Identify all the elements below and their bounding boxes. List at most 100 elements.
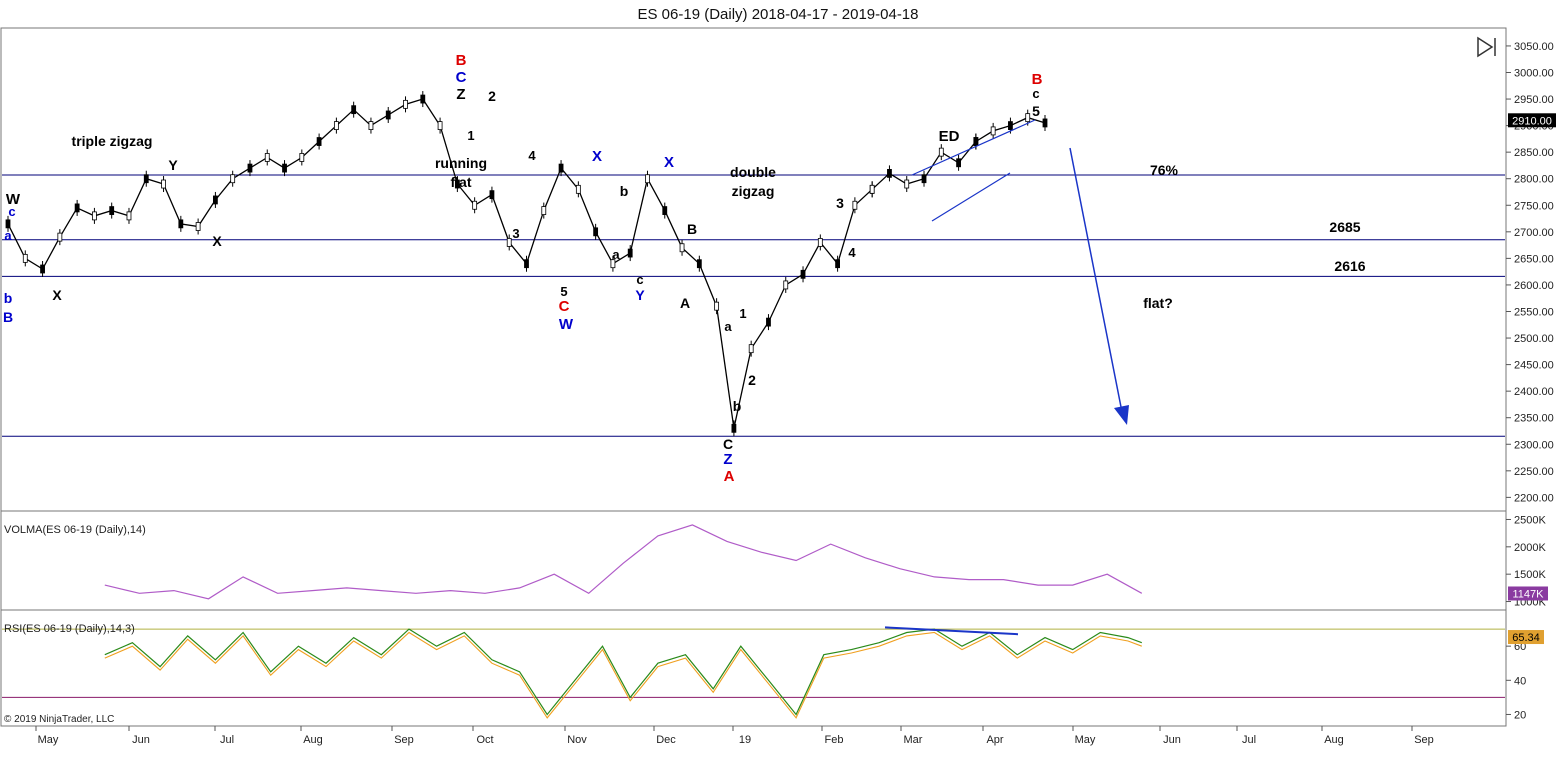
- x-tick-label: Aug: [1324, 734, 1344, 746]
- wave-label: b: [733, 398, 742, 414]
- price-tick-label: 2650.00: [1514, 253, 1554, 265]
- wave-label: running: [435, 155, 487, 171]
- scroll-to-end-icon[interactable]: [1477, 36, 1496, 58]
- wave-label: X: [664, 154, 674, 171]
- last-price-badge-bg: [1508, 113, 1556, 128]
- wave-label: W: [559, 316, 574, 333]
- wave-label: c: [1032, 86, 1039, 101]
- x-tick-label: Jun: [132, 734, 150, 746]
- volma-tick-label: 2000K: [1514, 542, 1546, 554]
- price-candle-body: [333, 121, 339, 130]
- volma-line: [104, 524, 1143, 600]
- wave-label: 4: [848, 245, 856, 260]
- wave-label: X: [212, 233, 222, 249]
- wave-label: 1: [467, 128, 474, 143]
- price-candle-body: [264, 153, 270, 162]
- wave-label: 4: [528, 148, 536, 163]
- price-candle-body: [5, 219, 11, 229]
- price-axis: 2200.00 2250.00 2300.00 2350.00 2400.00 2450.…: [1506, 41, 1554, 504]
- price-candle-body: [437, 121, 443, 130]
- price-tick-label: 2800.00: [1514, 174, 1554, 186]
- price-candle-body: [126, 211, 132, 221]
- price-candle-body: [74, 203, 80, 213]
- copyright-text: © 2019 NinjaTrader, LLC: [4, 714, 114, 725]
- price-candle-body: [869, 184, 875, 194]
- wave-label: A: [724, 468, 735, 485]
- wave-label: C: [456, 69, 467, 86]
- wave-label: B: [3, 309, 13, 325]
- price-tick-label: 2600.00: [1514, 280, 1554, 292]
- price-candle-body: [990, 126, 996, 136]
- wave-label: zigzag: [732, 183, 775, 199]
- wave-label: B: [456, 52, 467, 69]
- volma-last-value: 1147K: [1513, 588, 1545, 600]
- wave-label: B: [687, 221, 697, 237]
- rsi-signal-line: [104, 631, 1142, 719]
- wave-label: 2: [748, 372, 756, 388]
- wave-label: 2: [488, 88, 496, 104]
- price-candle-body: [247, 163, 253, 173]
- price-candle-body: [472, 200, 478, 210]
- wave-label: C: [559, 298, 570, 315]
- wave-label: triple zigzag: [72, 133, 153, 149]
- price-tick-label: 2750.00: [1514, 200, 1554, 212]
- price-candle-body: [109, 206, 115, 215]
- x-tick-label: 19: [739, 734, 751, 746]
- rsi-last-badge: 65.34: [1508, 630, 1544, 645]
- price-candle-body: [489, 190, 495, 200]
- price-candle-body: [783, 280, 789, 290]
- wave-label: a: [724, 319, 732, 334]
- rsi-axis: 20 40 60: [1506, 641, 1526, 721]
- wave-label: 2616: [1334, 258, 1365, 274]
- price-panel-frame: [0, 27, 1507, 512]
- rsi-tick-label: 20: [1514, 709, 1526, 721]
- price-candle-body: [696, 259, 702, 269]
- rsi-tick-label: 60: [1514, 641, 1526, 653]
- x-tick-label: Jul: [220, 734, 234, 746]
- x-tick-label: Oct: [476, 734, 493, 746]
- wave-label: b: [4, 290, 13, 306]
- price-candle-body: [541, 206, 547, 215]
- wave-label: X: [592, 148, 602, 165]
- wave-label: 5: [560, 284, 567, 299]
- x-tick-label: Aug: [303, 734, 323, 746]
- wave-label: W: [6, 191, 21, 208]
- projection-arrow-head: [1114, 405, 1129, 425]
- price-candle-body: [938, 147, 944, 157]
- price-candle-body: [161, 179, 166, 189]
- rsi-badge-bg: [1508, 630, 1544, 645]
- price-tick-label: 2950.00: [1514, 94, 1554, 106]
- price-candle-body: [299, 153, 305, 162]
- last-price-value: 2910.00: [1512, 115, 1552, 127]
- price-candle-body: [679, 243, 685, 253]
- wave-label: A: [680, 295, 690, 311]
- price-series: [5, 91, 1048, 437]
- price-candle-body: [230, 174, 236, 184]
- x-tick-label: Apr: [986, 734, 1003, 746]
- wave-label: 3: [836, 195, 844, 211]
- price-candle-body: [22, 253, 28, 263]
- x-tick-label: Jun: [1163, 734, 1181, 746]
- price-tick-label: 2450.00: [1514, 360, 1554, 372]
- price-candle-body: [40, 264, 45, 274]
- wedge-lower-line: [931, 172, 1011, 222]
- rsi-divergence-line: [884, 626, 1019, 636]
- x-tick-label: Jul: [1242, 734, 1256, 746]
- wedge-upper-line: [911, 119, 1036, 176]
- wave-label: X: [52, 287, 62, 303]
- price-candle-body: [403, 99, 408, 109]
- wave-label: Z: [723, 451, 732, 468]
- wave-label: flat?: [1143, 295, 1173, 311]
- price-candle-body: [195, 222, 201, 231]
- last-price-badge: 2910.00: [1508, 113, 1556, 128]
- wave-label: 3: [512, 226, 519, 241]
- x-tick-label: Sep: [394, 734, 414, 746]
- volma-tick-label: 2500K: [1514, 514, 1546, 526]
- price-candle-body: [956, 158, 961, 168]
- price-candle-body: [92, 211, 97, 221]
- ending-diagonal-lines: [911, 119, 1036, 222]
- wave-label: b: [620, 183, 629, 199]
- wave-label: ED: [939, 128, 960, 145]
